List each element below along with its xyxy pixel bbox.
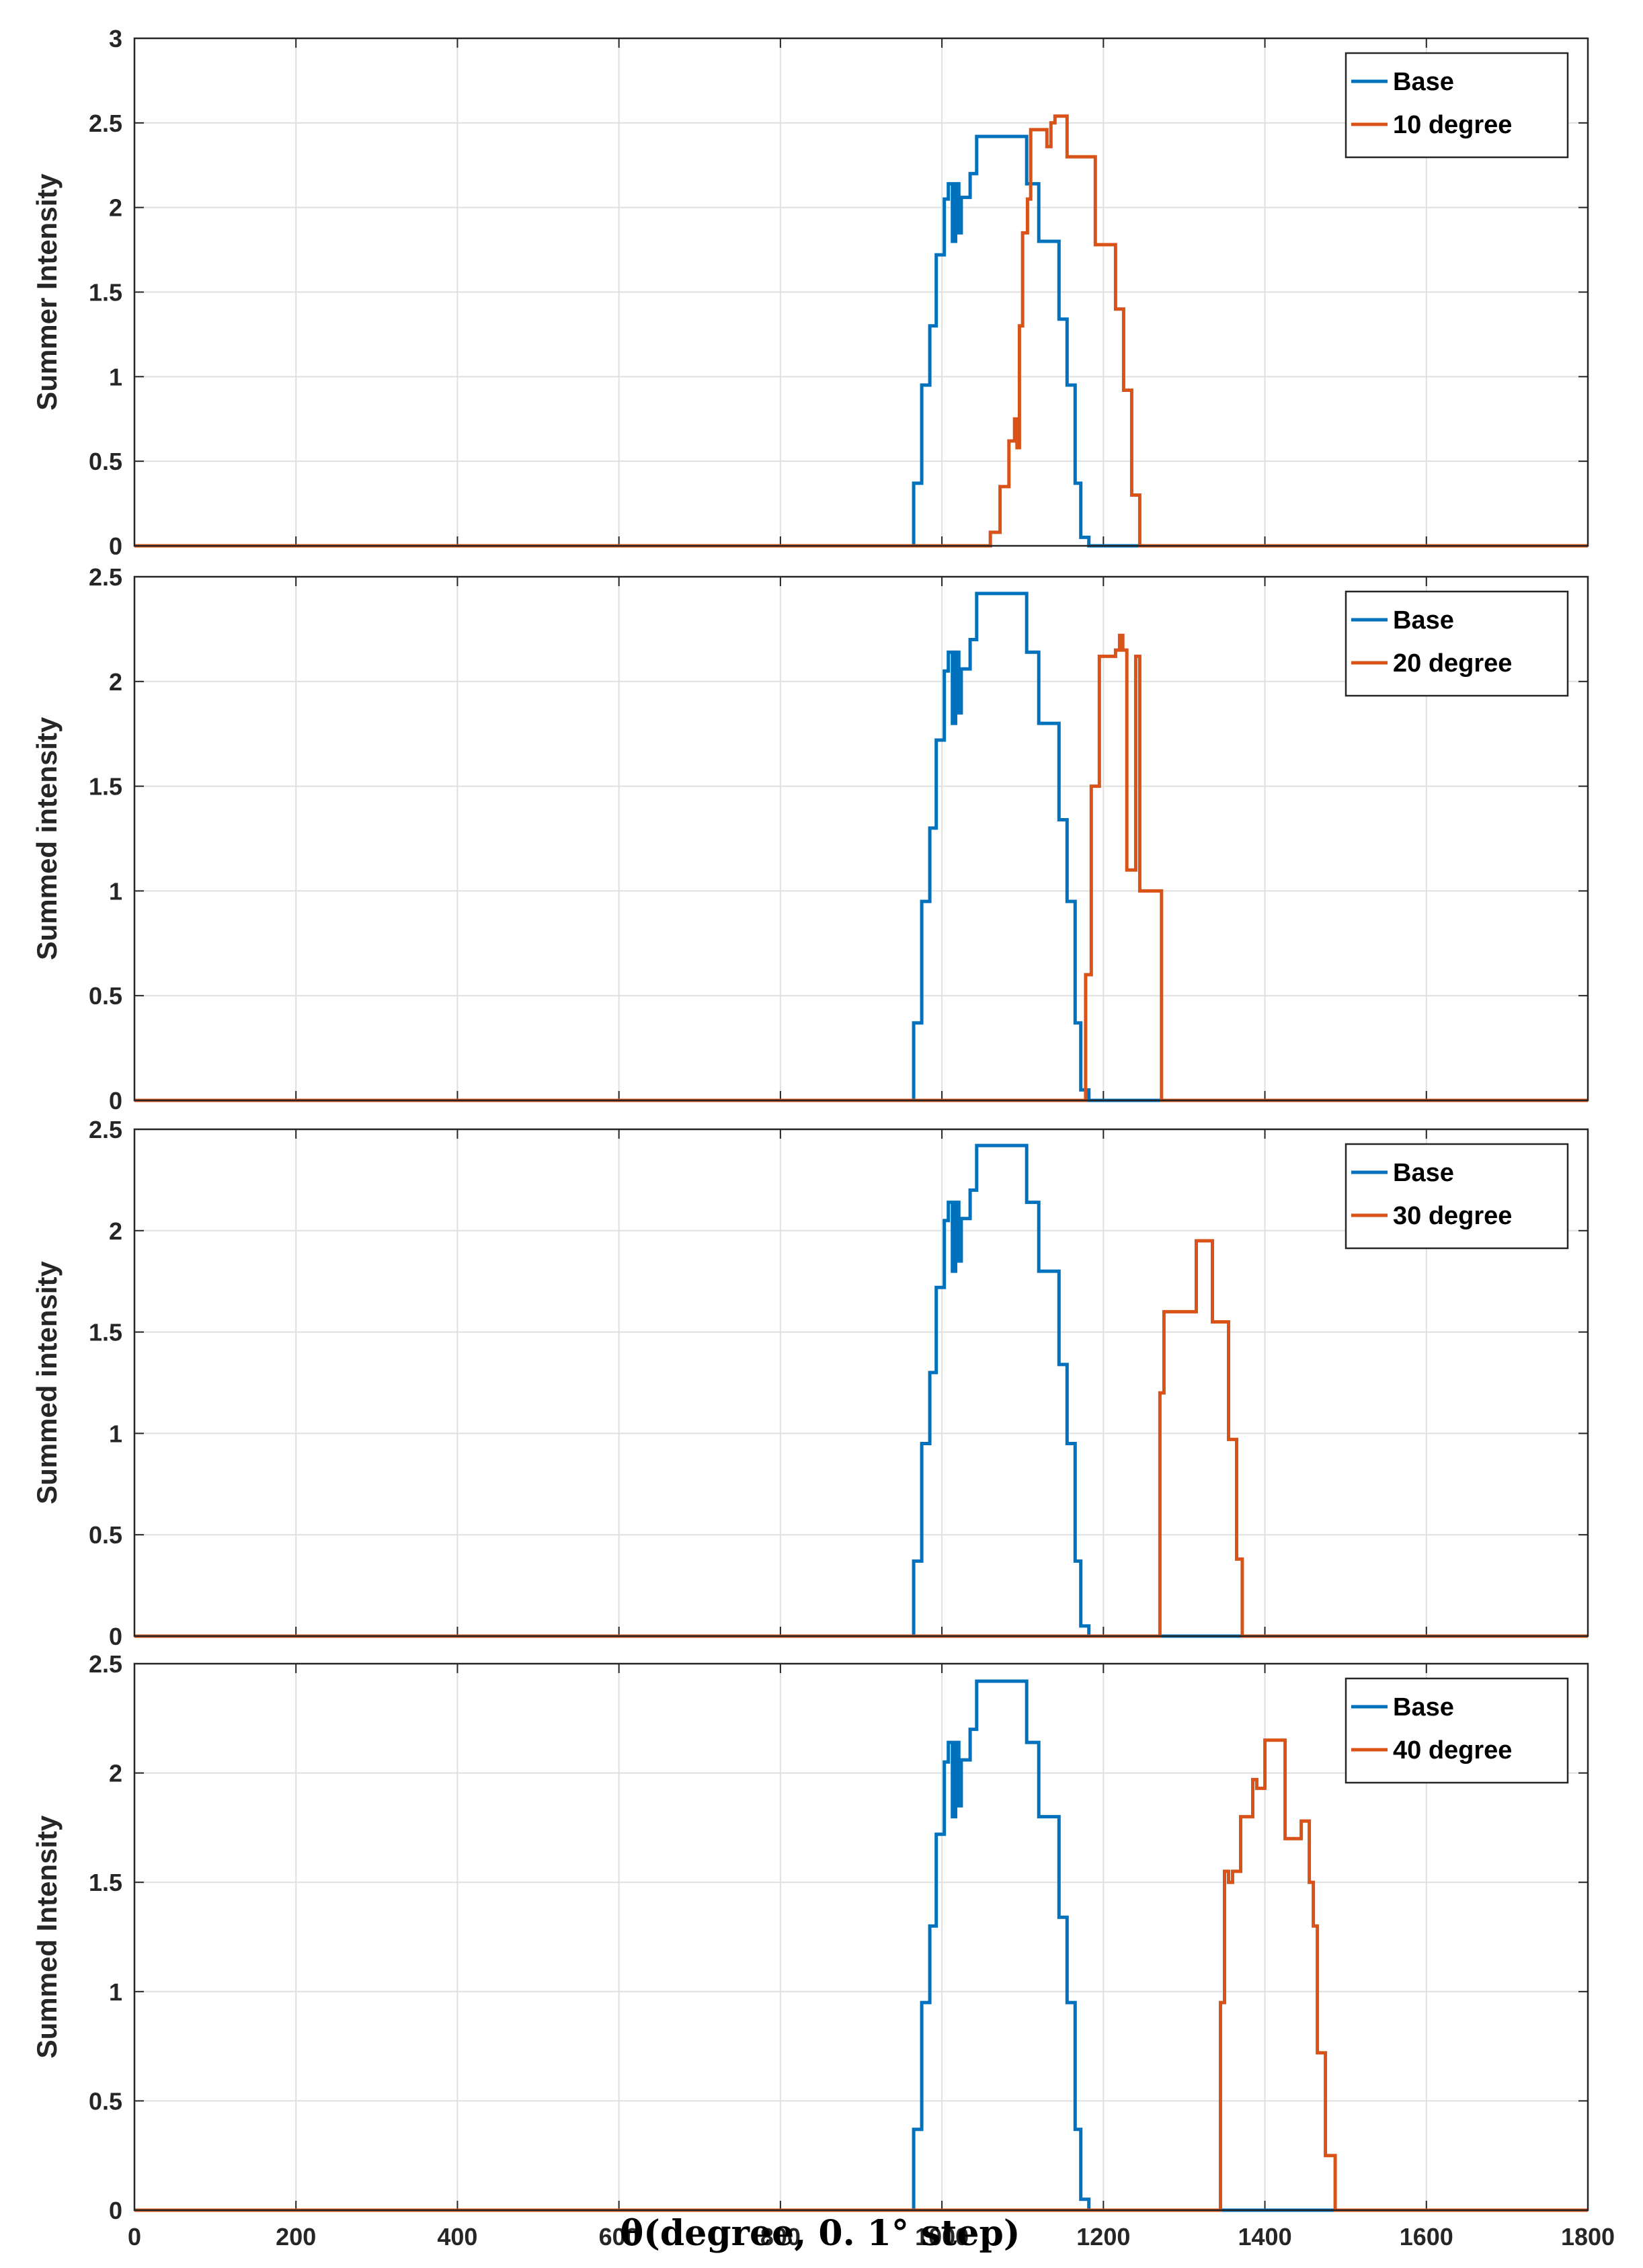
y-tick-label: 1 (109, 1978, 122, 2006)
x-tick-label: 1200 (1076, 2223, 1130, 2251)
panel-1: 0 0.5 1 1.5 2 2.5 3 Summer Intensity Base 10 degr… (31, 25, 1589, 560)
x-tick-label: 600 (599, 2223, 639, 2251)
y-tick-label: 0 (109, 1623, 122, 1650)
y-tick-label: 1 (109, 877, 122, 905)
y-tick-label: 2 (109, 668, 122, 696)
x-axis-label: θ(degree, 0. 1° step) (620, 2213, 1020, 2254)
legend-box (1345, 1143, 1569, 1250)
y-tick-label: 3 (109, 25, 122, 52)
x-tick-label: 800 (760, 2223, 801, 2251)
y-tick-label: 1.5 (89, 1319, 122, 1346)
x-tick-label: 1600 (1400, 2223, 1453, 2251)
x-tick-label: 1800 (1561, 2223, 1615, 2251)
x-tick-label: 1400 (1238, 2223, 1292, 2251)
y-tick-label: 1.5 (89, 773, 122, 801)
series-line-rotated (134, 1239, 1588, 1638)
legend-label: Base (1393, 68, 1454, 96)
y-tick-label: 0 (109, 532, 122, 560)
series-line-base (134, 134, 1588, 548)
legend-label: 20 degree (1393, 649, 1512, 678)
y-axis-label: Summed intensity (31, 1260, 63, 1504)
y-tick-label: 2 (109, 1217, 122, 1245)
series-line-base (134, 592, 1588, 1102)
legend-box (1345, 52, 1569, 159)
y-tick-label: 0.5 (89, 982, 122, 1010)
y-tick-label: 0.5 (89, 448, 122, 475)
y-tick-label: 2.5 (89, 1116, 122, 1143)
y-tick-label: 2.5 (89, 110, 122, 137)
x-tick-label: 200 (276, 2223, 316, 2251)
legend: Base 40 degree (1345, 1677, 1569, 1784)
axes-box (133, 37, 1589, 547)
y-tick-label: 0.5 (89, 1521, 122, 1549)
panel-2: 0 0.5 1 1.5 2 2.5 Summed intensity Base 20 degre… (31, 563, 1589, 1115)
axes-box (133, 1128, 1589, 1637)
y-tick-label: 2 (109, 1760, 122, 1787)
y-tick-label: 2.5 (89, 1650, 122, 1678)
series-line-rotated (134, 114, 1588, 548)
series-line-rotated (134, 633, 1588, 1102)
x-tick-label: 1000 (915, 2223, 969, 2251)
legend-box (1345, 590, 1569, 697)
y-tick-label: 2.5 (89, 563, 122, 591)
x-tick-label: 400 (437, 2223, 477, 2251)
panel-3: 0 0.5 1 1.5 2 2.5 Summed intensity Base 30 degre… (31, 1116, 1589, 1650)
legend-label: 40 degree (1393, 1736, 1512, 1765)
legend-label: Base (1393, 1693, 1454, 1722)
legend-label: 30 degree (1393, 1202, 1512, 1230)
legend-label: Base (1393, 606, 1454, 635)
legend: Base 20 degree (1345, 590, 1569, 697)
legend-box (1345, 1677, 1569, 1784)
y-tick-label: 1 (109, 1420, 122, 1447)
series-line-base (134, 1679, 1588, 2212)
series-line-rotated (134, 1738, 1588, 2212)
y-tick-label: 1.5 (89, 279, 122, 307)
y-tick-label: 0 (109, 2197, 122, 2224)
y-axis-label: Summed Intensity (31, 1815, 63, 2058)
y-axis-label: Summed intensity (31, 717, 63, 960)
legend: Base 30 degree (1345, 1143, 1569, 1250)
y-tick-label: 1.5 (89, 1869, 122, 1896)
panel-4: 0 0.5 1 1.5 2 2.5 Summed Intensity Base 40 degre… (31, 1650, 1589, 2224)
legend: Base 10 degree (1345, 52, 1569, 159)
chart-panels: 0 0.5 1 1.5 2 2.5 3 Summer Intensity Base 10 degr… (31, 25, 1589, 2224)
y-tick-label: 1 (109, 363, 122, 391)
y-tick-label: 0.5 (89, 2087, 122, 2115)
series-line-base (134, 1143, 1588, 1638)
y-axis-label: Summer Intensity (31, 173, 63, 411)
y-tick-label: 2 (109, 194, 122, 222)
axes-box (133, 575, 1589, 1102)
y-tick-label: 0 (109, 1087, 122, 1115)
legend-label: 10 degree (1393, 111, 1512, 139)
axes-box (133, 1662, 1589, 2212)
x-tick-labels: 0 200 400 600 800 1000 1200 1400 1600 1800 (128, 2223, 1615, 2251)
legend-label: Base (1393, 1159, 1454, 1187)
x-tick-label: 0 (128, 2223, 141, 2251)
